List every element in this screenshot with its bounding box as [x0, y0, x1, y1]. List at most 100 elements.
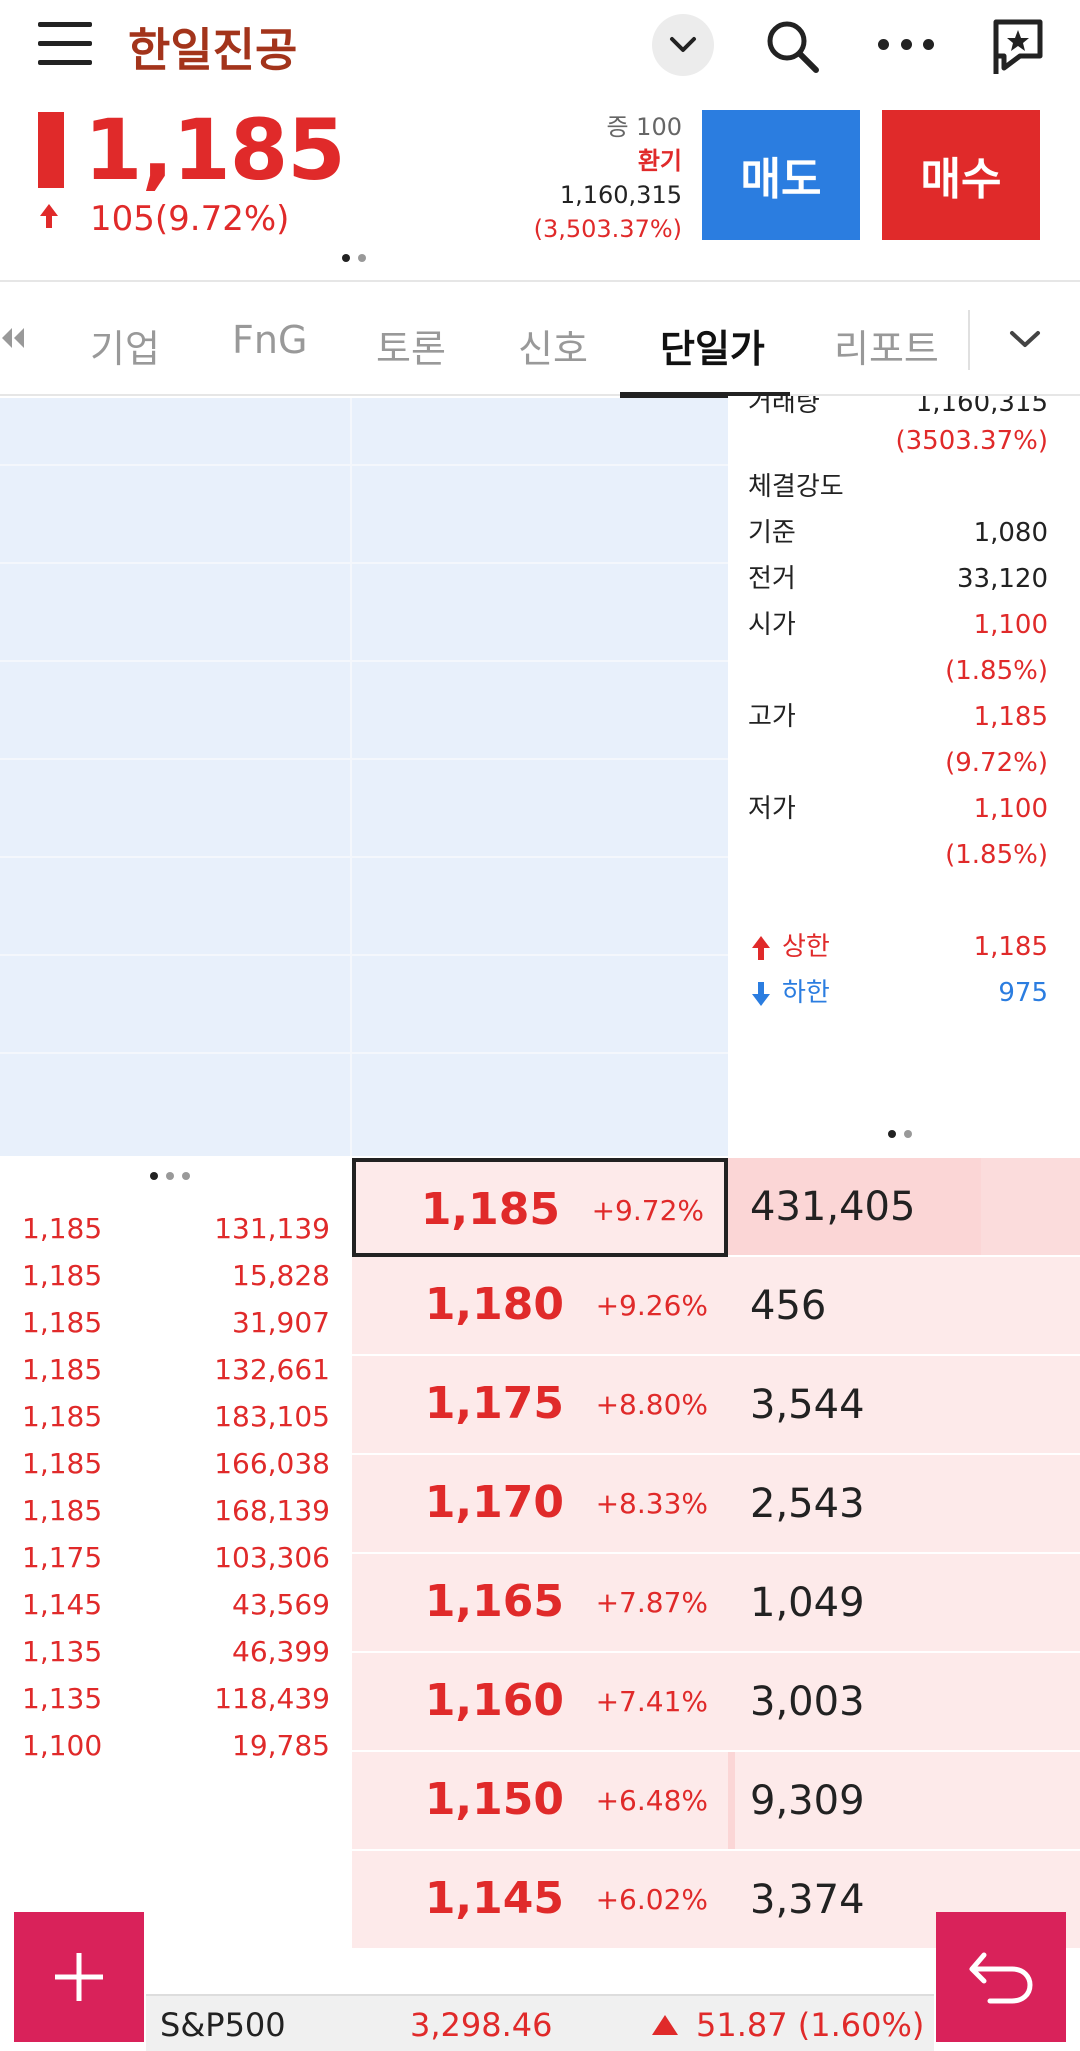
price-indicator-bar: [38, 112, 64, 188]
sell-side-empty-middle: [350, 398, 728, 1156]
order-quantity: 3,003: [750, 1679, 865, 1725]
order-rate: +6.48%: [595, 1784, 708, 1817]
add-button[interactable]: [14, 1912, 144, 2042]
order-price: 1,165: [424, 1576, 564, 1627]
order-rate: +7.41%: [595, 1685, 708, 1718]
tab-signal[interactable]: 신호: [518, 327, 588, 371]
order-book-row[interactable]: 1,150 +6.48% 9,309: [352, 1752, 1080, 1851]
index-ticker[interactable]: S&P500 3,298.46 51.87 (1.60%): [146, 1994, 934, 2051]
tick-quantity: 131,139: [214, 1212, 330, 1245]
tick-quantity: 43,569: [232, 1588, 330, 1621]
app-header: 한일진공: [0, 0, 1080, 96]
tick-price: 1,185: [22, 1259, 103, 1292]
search-icon[interactable]: [762, 16, 822, 76]
order-rate: +8.80%: [595, 1388, 708, 1421]
tick-price: 1,185: [22, 1212, 103, 1245]
active-tab-indicator: [620, 392, 790, 398]
order-price: 1,150: [424, 1774, 564, 1825]
tick-price: 1,185: [22, 1306, 103, 1339]
order-quantity-cell[interactable]: 431,405: [728, 1158, 1080, 1257]
order-quantity: 3,544: [750, 1382, 865, 1428]
order-price-cell[interactable]: 1,175 +8.80%: [352, 1356, 728, 1455]
order-quantity: 2,543: [750, 1481, 865, 1527]
back-button[interactable]: [936, 1912, 1066, 2042]
tick-price: 1,100: [22, 1729, 103, 1762]
quantity-bar: [728, 1158, 981, 1255]
order-price-cell[interactable]: 1,160 +7.41%: [352, 1653, 728, 1752]
order-quantity: 3,374: [750, 1877, 865, 1923]
order-price: 1,185: [420, 1184, 560, 1235]
ticker-name: S&P500: [160, 2006, 286, 2044]
undo-icon: [969, 1952, 1033, 2004]
turnover-label: 환기: [637, 147, 682, 175]
order-price-cell[interactable]: 1,170 +8.33%: [352, 1455, 728, 1554]
sell-button[interactable]: 매도: [702, 110, 860, 240]
order-book-row[interactable]: 1,180 +9.26% 456: [352, 1257, 1080, 1356]
tick-quantity: 15,828: [232, 1259, 330, 1292]
tick-quantity: 183,105: [214, 1400, 330, 1433]
order-quantity-cell[interactable]: 2,543: [728, 1455, 1080, 1554]
tick-row: 1,185 15,828: [0, 1253, 350, 1300]
order-price: 1,180: [424, 1279, 564, 1330]
more-icon[interactable]: [878, 22, 934, 66]
order-book-row[interactable]: 1,175 +8.80% 3,544: [352, 1356, 1080, 1455]
tick-row: 1,145 43,569: [0, 1582, 350, 1629]
tick-row: 1,185 132,661: [0, 1347, 350, 1394]
stock-name[interactable]: 한일진공: [128, 23, 298, 77]
order-quantity: 1,049: [750, 1580, 865, 1626]
order-quantity-cell[interactable]: 456: [728, 1257, 1080, 1356]
summary-pager-dots[interactable]: [342, 254, 366, 262]
order-price: 1,145: [424, 1873, 564, 1924]
order-quantity: 9,309: [750, 1778, 865, 1824]
chevron-down-icon[interactable]: [652, 14, 714, 76]
tab-report[interactable]: 리포트: [834, 327, 939, 371]
tick-price: 1,185: [22, 1353, 103, 1386]
tab-single-price[interactable]: 단일가: [660, 327, 765, 371]
tick-row: 1,185 131,139: [0, 1206, 350, 1253]
trade-ticks-list: 1,185 131,139 1,185 15,828 1,185 31,907 1,185 1…: [0, 1206, 350, 1770]
tick-row: 1,135 46,399: [0, 1629, 350, 1676]
tick-row: 1,135 118,439: [0, 1676, 350, 1723]
tab-divider: [968, 310, 970, 370]
order-quantity-cell[interactable]: 1,049: [728, 1554, 1080, 1653]
tab-company[interactable]: 기업: [90, 327, 160, 371]
order-quantity: 431,405: [750, 1184, 916, 1230]
order-price-cell[interactable]: 1,150 +6.48%: [352, 1752, 728, 1851]
order-book-row[interactable]: 1,170 +8.33% 2,543: [352, 1455, 1080, 1554]
order-price-cell[interactable]: 1,145 +6.02%: [352, 1851, 728, 1950]
tick-price: 1,135: [22, 1635, 103, 1668]
order-book-row[interactable]: 1,165 +7.87% 1,049: [352, 1554, 1080, 1653]
ticks-pager-dots[interactable]: [150, 1172, 190, 1180]
order-price-cell[interactable]: 1,165 +7.87%: [352, 1554, 728, 1653]
order-quantity-cell[interactable]: 3,003: [728, 1653, 1080, 1752]
order-price: 1,175: [424, 1378, 564, 1429]
tab-fng[interactable]: FnG: [232, 318, 308, 362]
order-rate: +6.02%: [595, 1883, 708, 1916]
order-price-cell[interactable]: 1,180 +9.26%: [352, 1257, 728, 1356]
price-change-value: 105(9.72%): [90, 199, 290, 239]
price-change: 105(9.72%): [38, 196, 289, 242]
tick-quantity: 168,139: [214, 1494, 330, 1527]
info-pager-dots[interactable]: [888, 1130, 912, 1138]
stock-info-panel: 거래량 1,160,315 (3503.37%) 체결강도 기준 1,080 전…: [728, 396, 1080, 1156]
ticker-change-value: 51.87 (1.60%): [696, 2006, 925, 2044]
tick-price: 1,185: [22, 1494, 103, 1527]
order-book-row[interactable]: 1,185 +9.72% 431,405: [352, 1158, 1080, 1257]
tab-discussion[interactable]: 토론: [376, 327, 446, 371]
tab-bar: 기업 FnG 토론 신호 단일가 리포트: [0, 280, 1080, 398]
order-quantity-cell[interactable]: 9,309: [728, 1752, 1080, 1851]
order-quantity-cell[interactable]: 3,544: [728, 1356, 1080, 1455]
current-price: 1,185: [84, 101, 346, 199]
sell-side-empty-left: [0, 398, 350, 1156]
tick-row: 1,185 166,038: [0, 1441, 350, 1488]
tick-quantity: 132,661: [214, 1353, 330, 1386]
scroll-left-icon[interactable]: [0, 320, 26, 356]
menu-icon[interactable]: [38, 22, 92, 66]
flag-icon[interactable]: [990, 16, 1046, 76]
order-price-cell[interactable]: 1,185 +9.72%: [352, 1158, 728, 1257]
buy-button[interactable]: 매수: [882, 110, 1040, 240]
order-book-row[interactable]: 1,160 +7.41% 3,003: [352, 1653, 1080, 1752]
volume-ratio: (3,503.37%): [533, 215, 682, 243]
tabs-expand-icon[interactable]: [998, 312, 1052, 366]
down-arrow-icon: [752, 982, 770, 1006]
